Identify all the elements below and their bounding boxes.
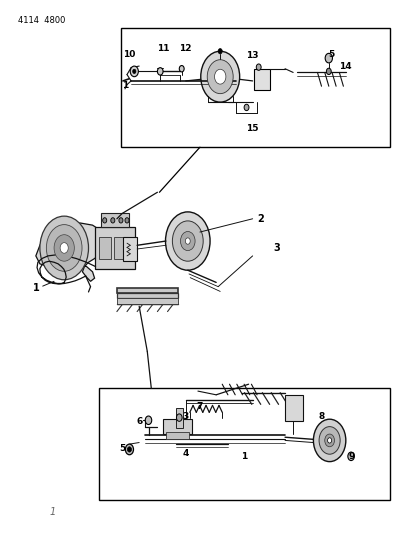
Text: 13: 13 — [246, 51, 259, 60]
Circle shape — [326, 68, 331, 75]
Circle shape — [130, 66, 138, 77]
Circle shape — [313, 419, 346, 462]
Text: 5: 5 — [328, 50, 335, 59]
Polygon shape — [36, 223, 105, 281]
Text: 10: 10 — [123, 50, 135, 59]
Text: 11: 11 — [157, 44, 170, 53]
Circle shape — [166, 212, 210, 270]
Circle shape — [54, 235, 74, 261]
Circle shape — [215, 69, 226, 84]
Text: 1: 1 — [50, 507, 56, 517]
Circle shape — [180, 231, 195, 251]
Circle shape — [325, 434, 335, 447]
Bar — [117, 293, 177, 298]
Text: 6: 6 — [136, 417, 142, 426]
Text: 7: 7 — [197, 402, 203, 411]
Text: 3: 3 — [183, 411, 189, 421]
Bar — [101, 214, 129, 227]
Circle shape — [157, 68, 163, 75]
Circle shape — [325, 53, 333, 63]
Circle shape — [319, 426, 340, 454]
Bar — [164, 419, 192, 433]
Bar — [99, 389, 390, 500]
Circle shape — [125, 217, 129, 223]
Circle shape — [207, 60, 233, 94]
Circle shape — [328, 438, 332, 443]
Circle shape — [127, 447, 131, 452]
Text: 8: 8 — [318, 411, 325, 421]
Circle shape — [348, 452, 354, 461]
Bar — [123, 237, 137, 261]
Text: 12: 12 — [180, 44, 192, 53]
Circle shape — [60, 243, 68, 253]
Text: 1: 1 — [242, 452, 248, 461]
Text: 1: 1 — [33, 282, 39, 293]
Bar — [121, 28, 390, 147]
Circle shape — [145, 416, 152, 424]
Text: 4: 4 — [182, 449, 189, 458]
Bar — [95, 227, 135, 269]
Circle shape — [125, 444, 133, 455]
Circle shape — [256, 64, 261, 70]
Bar — [99, 237, 111, 259]
Text: 3: 3 — [274, 243, 280, 253]
Bar — [166, 432, 189, 439]
Bar — [114, 237, 126, 259]
Text: 1: 1 — [122, 80, 128, 90]
Text: 5: 5 — [119, 444, 125, 453]
Bar — [117, 298, 177, 304]
Text: 15: 15 — [246, 124, 258, 133]
Text: 14: 14 — [339, 62, 351, 70]
Circle shape — [133, 69, 136, 74]
Circle shape — [244, 104, 249, 111]
Text: 4114  4800: 4114 4800 — [18, 16, 65, 25]
Circle shape — [119, 217, 123, 223]
Text: 9: 9 — [349, 452, 355, 461]
Circle shape — [218, 49, 222, 54]
Bar — [175, 408, 183, 428]
Circle shape — [173, 221, 203, 261]
Circle shape — [111, 217, 115, 223]
Circle shape — [185, 238, 190, 244]
Circle shape — [47, 224, 82, 271]
Text: 2: 2 — [257, 214, 264, 224]
Bar — [285, 395, 303, 421]
Circle shape — [179, 66, 184, 72]
Circle shape — [176, 414, 182, 421]
Circle shape — [40, 216, 89, 280]
Bar — [254, 69, 270, 90]
Bar — [117, 288, 177, 293]
Circle shape — [201, 51, 239, 102]
Circle shape — [103, 217, 107, 223]
